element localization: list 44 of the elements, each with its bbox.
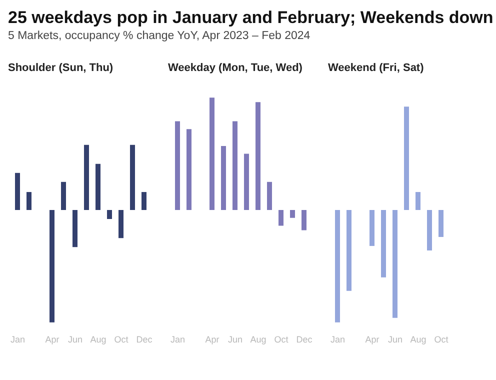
bar: [26, 192, 32, 210]
bar: [186, 129, 192, 210]
x-tick-label: Aug: [90, 334, 106, 344]
bar: [221, 146, 226, 210]
bar: [256, 102, 260, 210]
x-tick-label: Jan: [10, 334, 26, 344]
chart-title: Weekend (Fri, Sat): [328, 62, 425, 76]
bar: [61, 182, 66, 210]
bar: [84, 144, 89, 210]
x-tick-label: Jun: [228, 334, 243, 344]
x-tick-label: Jun: [388, 334, 403, 344]
text: 25 weekdays pop in January and February; Weekends down: [8, 8, 494, 28]
bar: [15, 172, 20, 210]
bar: [96, 164, 100, 210]
x-tick-label: Apr: [205, 334, 220, 344]
bar: [267, 182, 272, 210]
bar: [244, 154, 249, 210]
bar: [232, 121, 238, 210]
x-tick-label: Aug: [250, 334, 266, 344]
bar: [210, 98, 214, 210]
bar: [175, 121, 180, 210]
text: 5 Markets, occupancy % change YoY, Apr 2023 – Feb 2024: [8, 30, 312, 42]
x-tick-label: Apr: [365, 334, 380, 344]
x-tick-label: Dec: [296, 334, 313, 344]
chart-title: Weekday (Mon, Tue, Wed): [168, 62, 304, 76]
bar: [142, 192, 146, 210]
bar: [72, 210, 78, 248]
bar: [50, 210, 54, 322]
x-tick-label: Aug: [410, 334, 426, 344]
x-tick-label: Apr: [45, 334, 60, 344]
bar: [302, 210, 306, 230]
x-tick-label: Jan: [330, 334, 346, 344]
x-tick-label: Dec: [136, 334, 153, 344]
chart-title: Shoulder (Sun, Thu): [8, 62, 114, 76]
bar: [130, 144, 135, 210]
bar: [278, 210, 284, 226]
x-tick-label: Oct: [434, 334, 449, 344]
x-tick-label: Oct: [114, 334, 129, 344]
bar: [118, 210, 124, 238]
bar: [107, 210, 112, 219]
x-tick-label: Oct: [274, 334, 289, 344]
x-tick-label: Jun: [68, 334, 83, 344]
bar: [290, 210, 295, 218]
x-tick-label: Jan: [170, 334, 186, 344]
